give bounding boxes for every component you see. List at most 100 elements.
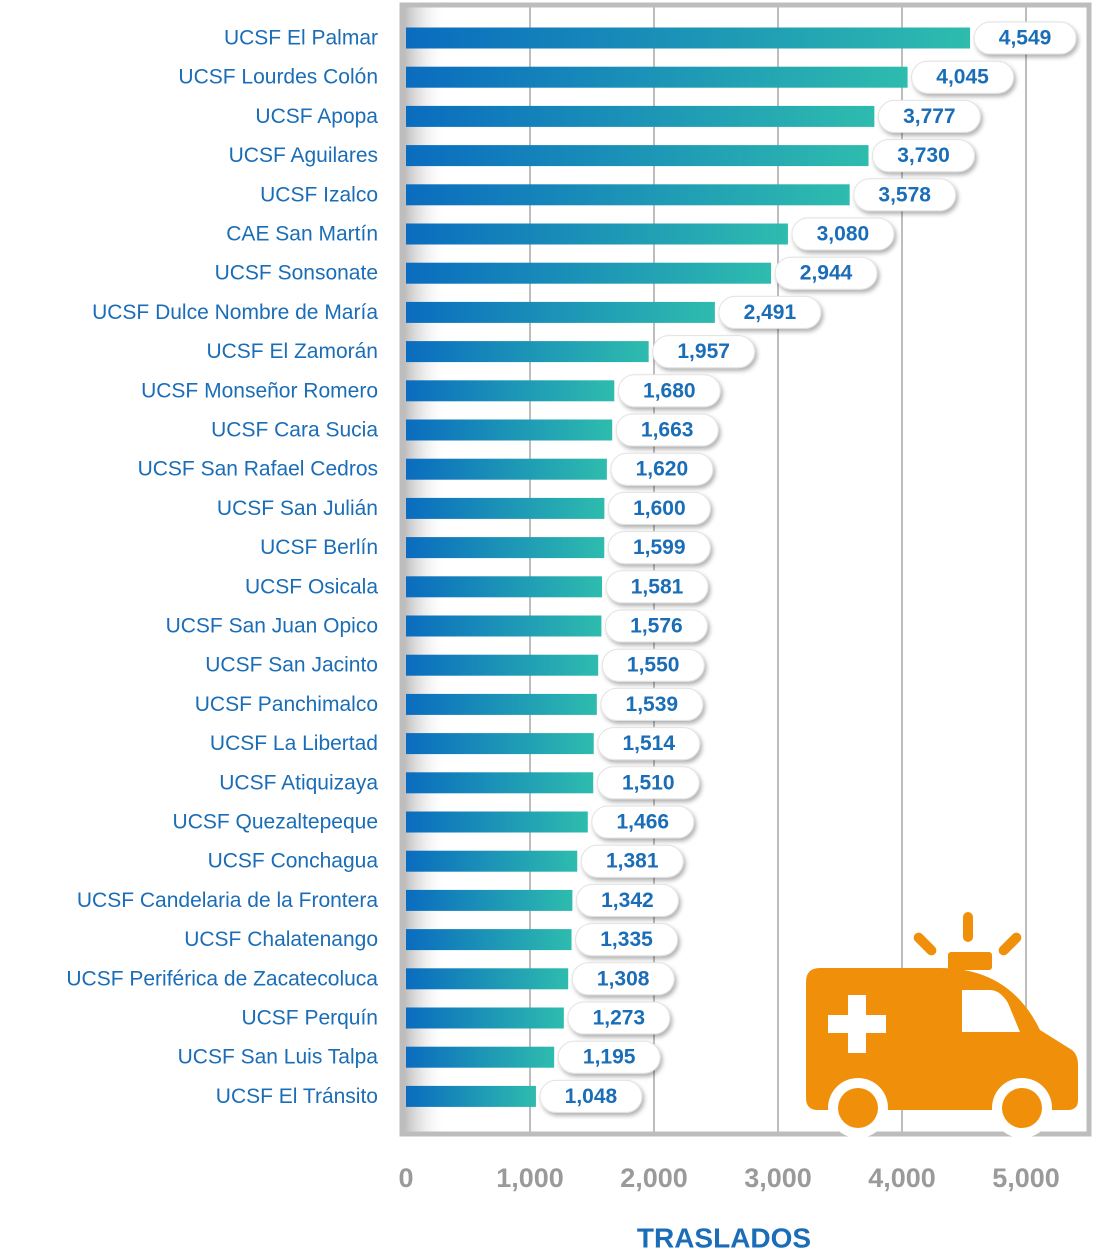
- bar: [406, 145, 869, 167]
- bar: [406, 772, 594, 794]
- category-label: UCSF Candelaria de la Frontera: [77, 889, 378, 912]
- x-tick-label: 3,000: [744, 1163, 812, 1193]
- value-label-pill: [853, 178, 957, 212]
- value-label: 1,576: [630, 615, 683, 638]
- bar: [406, 733, 594, 755]
- value-label-pill: [872, 139, 976, 173]
- value-label-pill: [607, 491, 711, 525]
- category-label: UCSF Quezaltepeque: [173, 811, 378, 834]
- category-label: UCSF Izalco: [260, 183, 378, 206]
- value-label: 1,600: [633, 497, 686, 520]
- value-label: 1,381: [606, 850, 659, 873]
- bar: [406, 341, 649, 363]
- category-label: UCSF Conchagua: [208, 850, 379, 873]
- category-label: UCSF El Zamorán: [206, 340, 378, 363]
- value-label: 1,514: [622, 732, 675, 755]
- bar: [406, 850, 578, 872]
- value-label-pill: [774, 256, 878, 290]
- bar: [406, 66, 908, 88]
- value-label-pill: [791, 217, 895, 251]
- value-label-pill: [911, 60, 1015, 94]
- x-tick-label: 1,000: [496, 1163, 564, 1193]
- value-label: 1,581: [631, 575, 684, 598]
- value-label-pill: [539, 1079, 643, 1113]
- category-label: UCSF Atiquizaya: [219, 771, 378, 794]
- value-label-pill: [575, 883, 679, 917]
- bar: [406, 27, 971, 49]
- category-label: UCSF San Luis Talpa: [178, 1046, 379, 1069]
- category-label: UCSF Monseñor Romero: [141, 379, 378, 402]
- value-label-pill: [652, 335, 756, 369]
- value-label-pill: [601, 648, 705, 682]
- value-label: 1,335: [600, 928, 653, 951]
- value-label: 1,957: [677, 340, 730, 363]
- value-label: 2,491: [744, 301, 797, 324]
- value-label-pill: [580, 844, 684, 878]
- x-tick-label: 2,000: [620, 1163, 688, 1193]
- x-tick-label: 4,000: [868, 1163, 936, 1193]
- value-label: 1,620: [636, 458, 689, 481]
- value-label-pill: [604, 609, 708, 643]
- bar: [406, 654, 599, 676]
- value-label-pill: [575, 923, 679, 957]
- x-tick-label: 5,000: [992, 1163, 1060, 1193]
- bar: [406, 811, 588, 833]
- plot-frame: [399, 2, 1092, 1137]
- value-label-pill: [718, 295, 822, 329]
- plot-shade: [402, 5, 447, 1134]
- bar: [406, 576, 603, 598]
- value-label: 3,730: [897, 144, 950, 167]
- value-label-pill: [605, 570, 709, 604]
- value-label-pill: [600, 687, 704, 721]
- category-label: UCSF Chalatenango: [184, 928, 378, 951]
- bar: [406, 1046, 555, 1068]
- value-label: 1,048: [565, 1085, 618, 1108]
- x-axis-title: TRASLADOS: [637, 1222, 811, 1252]
- bar: [406, 223, 788, 245]
- bar: [406, 184, 850, 206]
- category-label: UCSF Periférica de Zacatecoluca: [66, 967, 378, 990]
- category-label: UCSF Aguilares: [229, 144, 378, 167]
- category-label: UCSF San Rafael Cedros: [138, 458, 378, 481]
- value-label-pill: [617, 374, 721, 408]
- category-label: UCSF San Juan Opico: [166, 615, 378, 638]
- value-label-pill: [877, 99, 981, 133]
- bar: [406, 889, 573, 911]
- value-label-pill: [615, 413, 719, 447]
- category-label: UCSF Sonsonate: [215, 262, 378, 285]
- value-label: 4,045: [936, 66, 989, 89]
- category-label: UCSF El Tránsito: [216, 1085, 378, 1108]
- category-label: UCSF Perquín: [241, 1007, 378, 1030]
- value-label: 1,599: [633, 536, 686, 559]
- bar: [406, 615, 602, 637]
- category-label: UCSF San Julián: [217, 497, 378, 520]
- category-label: UCSF La Libertad: [210, 732, 378, 755]
- value-label: 1,466: [617, 811, 670, 834]
- value-label: 1,308: [597, 967, 650, 990]
- bar: [406, 262, 772, 284]
- bar: [406, 419, 613, 441]
- category-label: UCSF Osicala: [245, 575, 378, 598]
- bar: [406, 1007, 564, 1029]
- value-label: 3,777: [903, 105, 956, 128]
- value-label-pill: [567, 1001, 671, 1035]
- bar: [406, 458, 607, 480]
- bar: [406, 693, 597, 715]
- ambulance-icon: [806, 912, 1078, 1138]
- category-label: UCSF Cara Sucia: [211, 419, 378, 442]
- bar: [406, 380, 615, 402]
- category-label: UCSF El Palmar: [224, 27, 378, 50]
- bar: [406, 1085, 536, 1107]
- value-label: 1,539: [626, 693, 679, 716]
- value-label: 1,663: [641, 419, 694, 442]
- x-tick-label: 0: [398, 1163, 413, 1193]
- value-label-pill: [557, 1040, 661, 1074]
- bar: [406, 968, 569, 990]
- category-label: UCSF San Jacinto: [205, 654, 378, 677]
- category-label: UCSF Dulce Nombre de María: [92, 301, 378, 324]
- category-label: UCSF Lourdes Colón: [178, 66, 378, 89]
- value-label: 1,342: [601, 889, 654, 912]
- value-label: 1,273: [593, 1007, 646, 1030]
- value-label: 1,550: [627, 654, 680, 677]
